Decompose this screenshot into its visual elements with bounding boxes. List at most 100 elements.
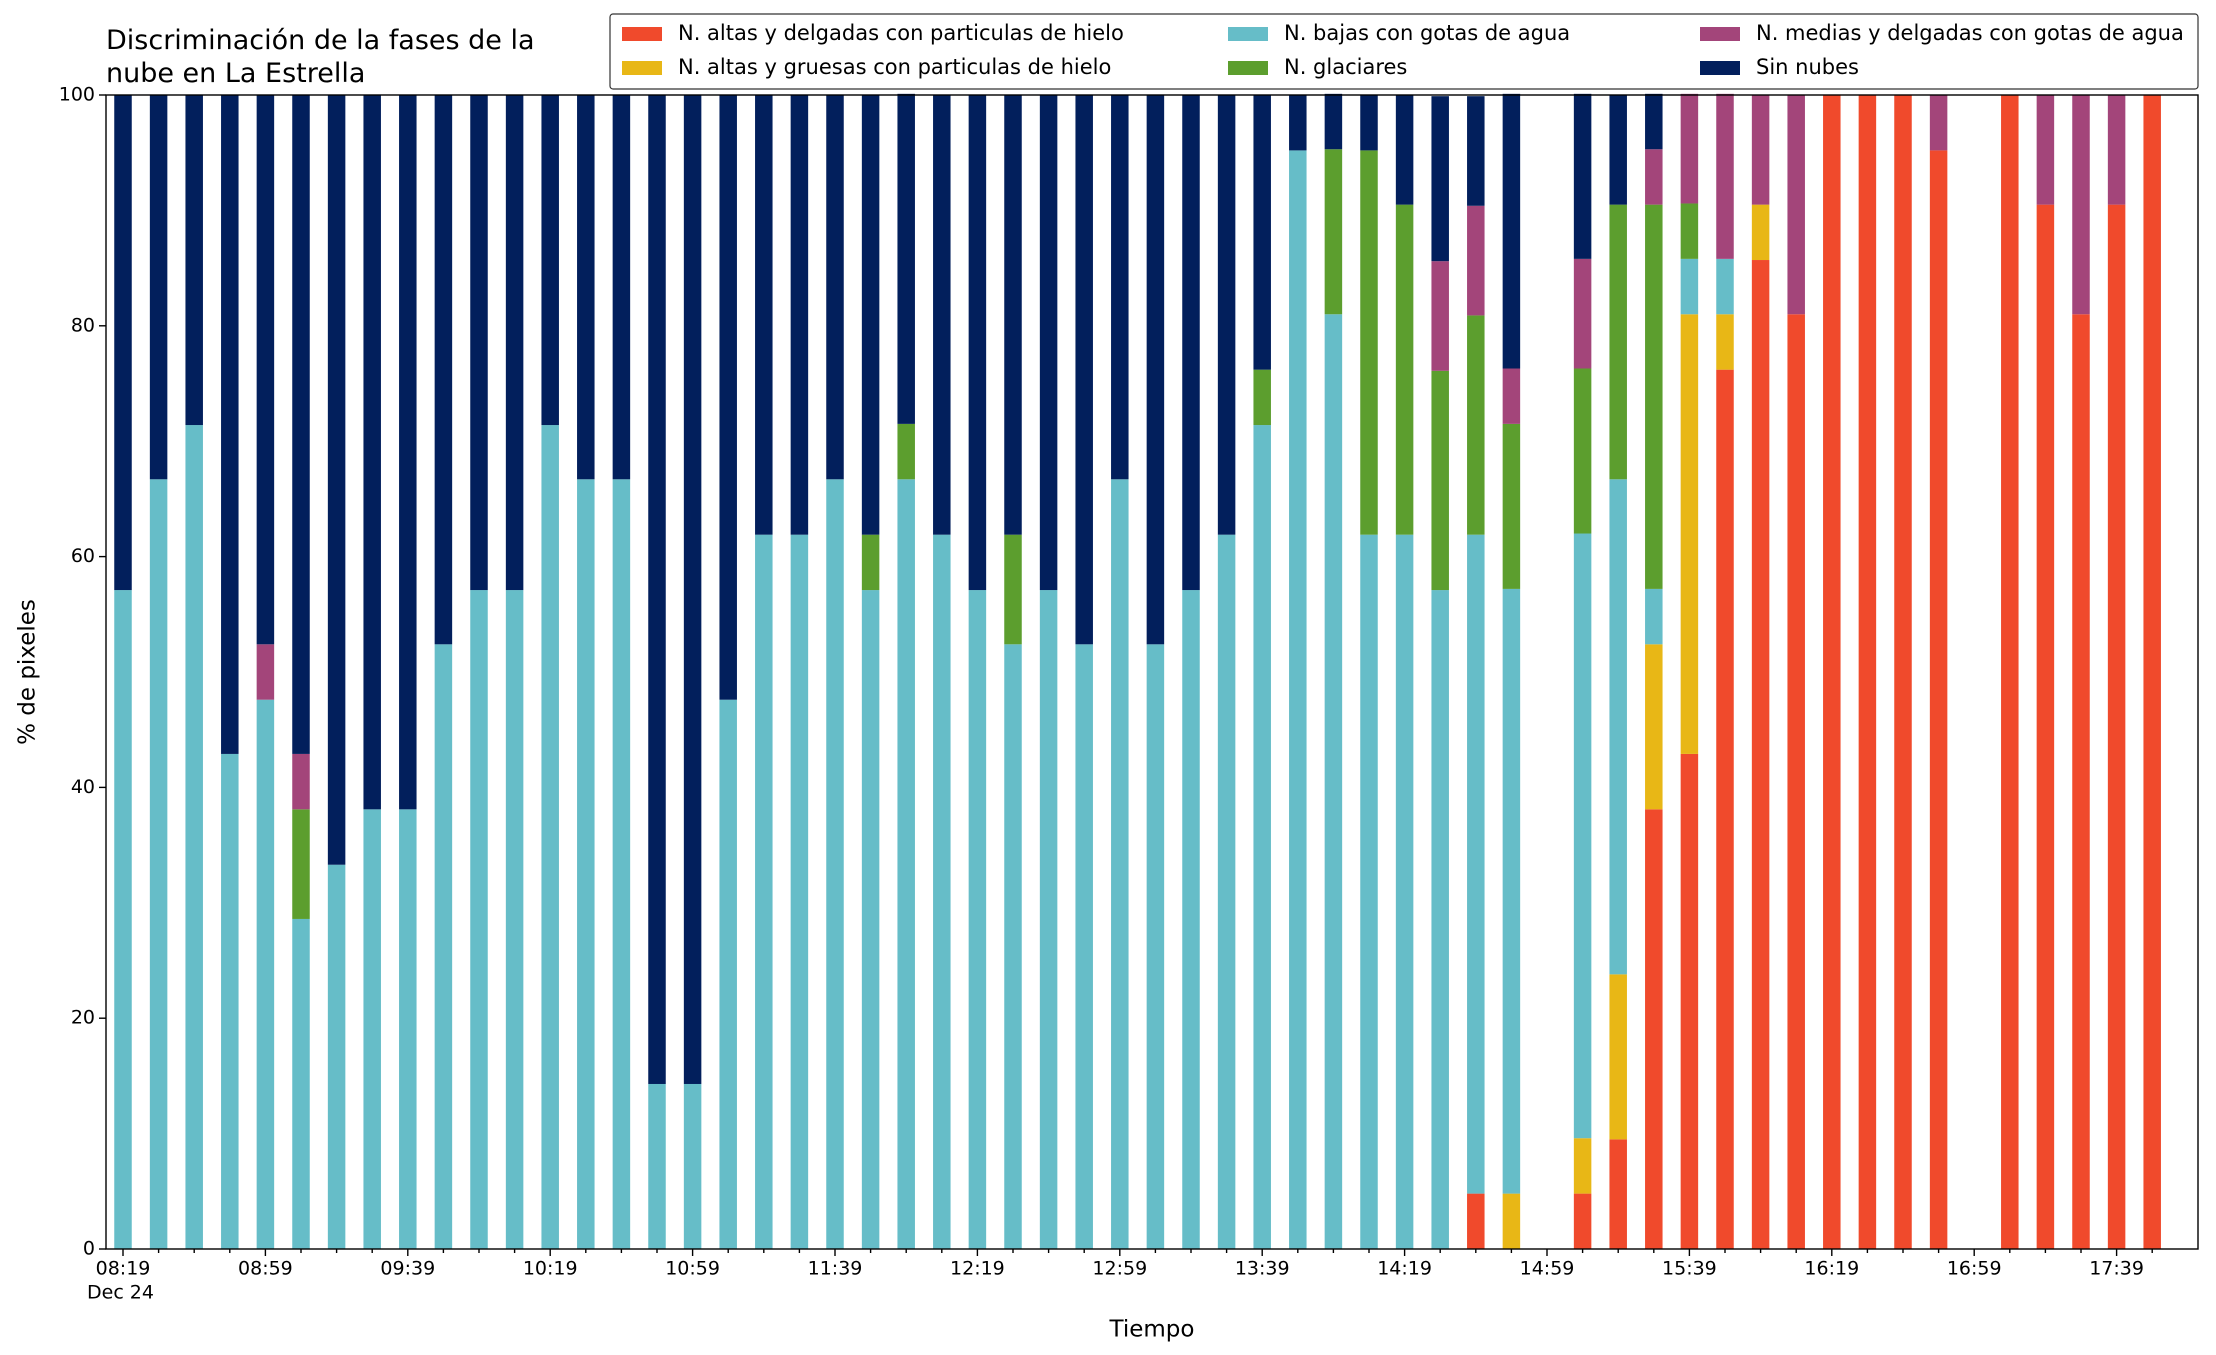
- bar-segment: [149, 95, 168, 480]
- bar-segment: [1004, 534, 1022, 645]
- bar-segment: [2143, 95, 2161, 1249]
- bar-segment: [1289, 95, 1307, 151]
- bar-segment: [1182, 95, 1200, 591]
- bar-segment: [683, 1083, 702, 1249]
- axes: 0 20 40 60 80 100 08:19 08:59 09:39 10:19 10:59 11:…: [59, 84, 2199, 1304]
- bar-segment: [755, 534, 773, 1249]
- bar-segment: [1360, 150, 1378, 535]
- bar-segment: [185, 95, 203, 426]
- bar-segment: [1680, 203, 1699, 259]
- bar-segment: [1253, 369, 1271, 426]
- bar-segment: [1217, 534, 1236, 1249]
- bar-segment: [1324, 314, 1343, 1249]
- bar-segment: [933, 534, 951, 1249]
- bar-segment: [1787, 314, 1805, 1249]
- x-tick-label: 16:19: [1804, 1258, 1859, 1280]
- bar-segment: [861, 95, 880, 535]
- bar-segment: [790, 95, 809, 535]
- bar-segment: [2107, 95, 2126, 205]
- bar-segment: [1929, 150, 1948, 1250]
- bar-segment: [897, 423, 915, 480]
- bar-segment: [434, 644, 453, 1249]
- bar-segment: [1111, 95, 1129, 480]
- bar-segment: [1502, 1193, 1521, 1249]
- bar-segment: [612, 479, 631, 1250]
- legend-label: N. medias y delgadas con gotas de agua: [1756, 21, 2184, 45]
- bar-segment: [1716, 258, 1734, 315]
- bar-segment: [256, 699, 275, 1249]
- bar-segment: [1573, 1138, 1592, 1194]
- legend-swatch: [622, 27, 662, 41]
- bar-segment: [1609, 95, 1627, 205]
- bar-segment: [1716, 314, 1734, 370]
- bar-segment: [1431, 370, 1449, 591]
- y-tick-label: 60: [71, 545, 95, 567]
- bar-segment: [1360, 534, 1378, 1249]
- bar-segment: [2036, 204, 2055, 1249]
- x-tick-sublabel: Dec 24: [87, 1282, 154, 1304]
- bar-segment: [541, 425, 559, 1249]
- bar-segment: [897, 479, 915, 1250]
- bar-segment: [1253, 425, 1271, 1249]
- x-tick-label: 10:19: [523, 1258, 578, 1280]
- bar-segment: [1645, 809, 1663, 1249]
- bars: [114, 93, 2161, 1250]
- legend-swatch: [622, 61, 662, 75]
- bar-segment: [256, 95, 275, 645]
- bar-segment: [1075, 644, 1093, 1249]
- bar-segment: [363, 95, 381, 810]
- bar-segment: [1467, 96, 1485, 206]
- legend-swatch: [1700, 27, 1740, 41]
- bar-segment: [1680, 314, 1699, 754]
- bar-segment: [1751, 204, 1770, 261]
- x-tick-label: 10:59: [665, 1258, 720, 1280]
- bar-segment: [1467, 1193, 1485, 1249]
- bar-segment: [933, 95, 951, 535]
- bar-segment: [434, 95, 453, 645]
- bar-segment: [1502, 423, 1521, 589]
- bar-segment: [1395, 204, 1414, 535]
- bar-segment: [968, 95, 987, 591]
- bar-segment: [1502, 368, 1521, 424]
- bar-segment: [1823, 95, 1841, 1249]
- bar-segment: [185, 425, 203, 1249]
- legend-label: N. bajas con gotas de agua: [1284, 21, 1570, 45]
- bar-segment: [1431, 261, 1449, 371]
- bar-segment: [327, 95, 346, 865]
- bar-segment: [1573, 533, 1592, 1139]
- bar-segment: [505, 590, 524, 1249]
- legend-swatch: [1700, 61, 1740, 75]
- x-tick-label: 12:59: [1092, 1258, 1147, 1280]
- bar-segment: [292, 809, 310, 919]
- bar-segment: [1253, 95, 1271, 370]
- bar-segment: [1609, 479, 1627, 975]
- bar-segment: [1609, 974, 1627, 1140]
- bar-segment: [1467, 534, 1485, 1194]
- bar-segment: [149, 479, 168, 1250]
- bar-segment: [577, 95, 595, 480]
- x-tick-label: 09:39: [380, 1258, 435, 1280]
- y-axis-label: % de pixeles: [15, 599, 41, 745]
- bar-segment: [1111, 479, 1129, 1250]
- bar-segment: [648, 1083, 666, 1249]
- plot-frame: [105, 94, 2199, 1250]
- bar-segment: [1182, 590, 1200, 1249]
- legend-label: N. altas y delgadas con particulas de hi…: [678, 21, 1124, 45]
- bar-segment: [114, 95, 132, 591]
- bar-segment: [1573, 93, 1592, 259]
- bar-segment: [968, 590, 987, 1249]
- bar-segment: [541, 95, 559, 426]
- x-tick-label: 08:59: [238, 1258, 293, 1280]
- bar-segment: [1573, 1193, 1592, 1249]
- bar-segment: [1680, 258, 1699, 315]
- bar-segment: [292, 918, 310, 1249]
- bar-segment: [292, 753, 310, 810]
- bar-segment: [755, 95, 773, 535]
- bar-segment: [826, 479, 844, 1250]
- bar-segment: [826, 95, 844, 480]
- bar-segment: [1324, 93, 1343, 150]
- bar-segment: [1431, 96, 1449, 262]
- legend-label: N. glaciares: [1284, 55, 1407, 79]
- bar-segment: [1573, 368, 1592, 534]
- bar-segment: [1573, 258, 1592, 369]
